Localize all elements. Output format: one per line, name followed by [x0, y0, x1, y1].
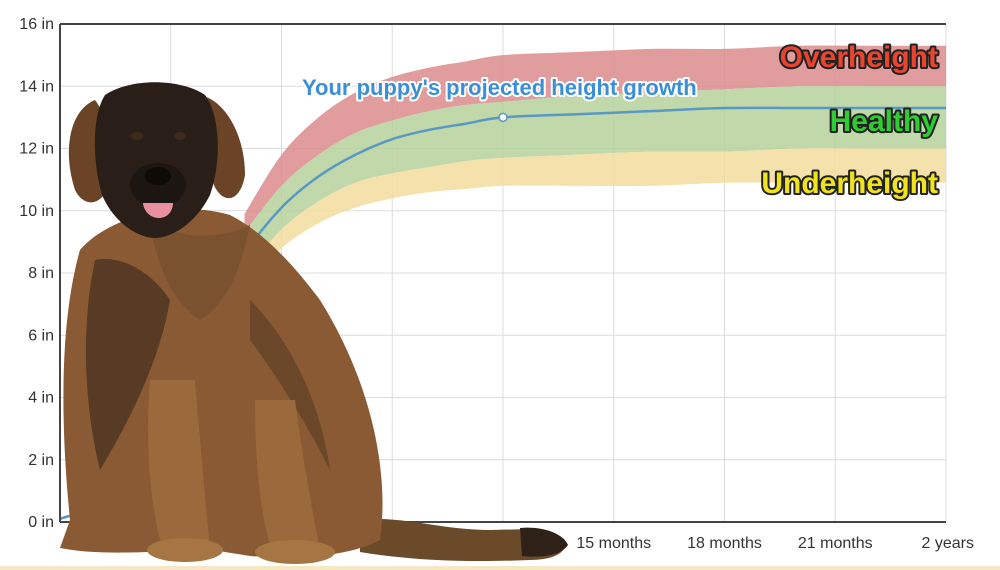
dog-photo-icon: [60, 82, 568, 564]
y-tick-labels: 0 in 2 in 4 in 6 in 8 in 10 in 12 in 14 in 16 in: [19, 16, 54, 531]
chart-labels: Overheight Healthy Underheight Your puppy's…: [300, 39, 940, 202]
y-tick-label: 2 in: [28, 452, 54, 469]
x-tick-label: 2 years: [922, 535, 974, 552]
y-tick-label: 14 in: [19, 78, 54, 95]
y-tick-label: 4 in: [28, 390, 54, 407]
y-tick-label: 12 in: [19, 141, 54, 158]
x-tick-label: 15 months: [576, 535, 651, 552]
band-label-overheight: Overheight: [780, 41, 938, 74]
projected-height-marker[interactable]: [498, 112, 508, 123]
bottom-border: [0, 566, 1000, 570]
y-tick-label: 16 in: [19, 16, 54, 33]
band-overheight: [244, 45, 947, 233]
x-tick-label: 18 months: [687, 535, 762, 552]
band-label-healthy: Healthy: [830, 105, 939, 138]
projected-height-label: Your puppy's projected height growth: [302, 75, 697, 100]
band-underheight: [244, 148, 947, 286]
y-tick-label: 8 in: [28, 265, 54, 282]
band-label-underheight: Underheight: [761, 167, 938, 200]
x-tick-label: 21 months: [798, 535, 873, 552]
y-tick-label: 10 in: [19, 203, 54, 220]
y-tick-label: 6 in: [28, 327, 54, 344]
y-tick-label: 0 in: [28, 514, 54, 531]
